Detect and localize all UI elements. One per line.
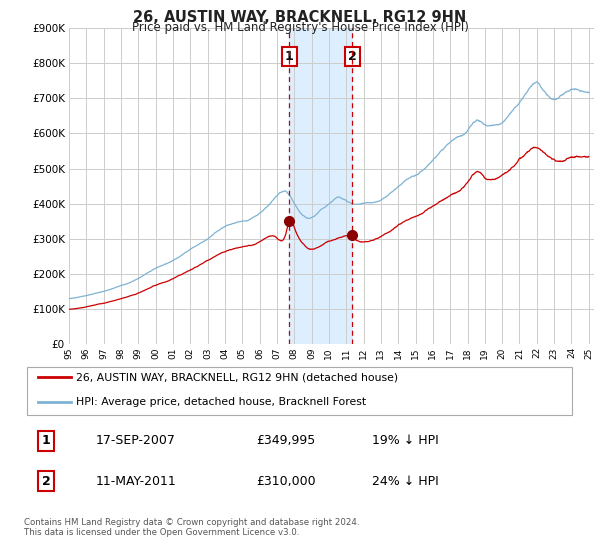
Text: 11-MAY-2011: 11-MAY-2011 xyxy=(96,475,176,488)
Text: 19% ↓ HPI: 19% ↓ HPI xyxy=(372,434,439,447)
Text: 1: 1 xyxy=(42,434,50,447)
Text: 26, AUSTIN WAY, BRACKNELL, RG12 9HN (detached house): 26, AUSTIN WAY, BRACKNELL, RG12 9HN (det… xyxy=(76,372,398,382)
Text: 2: 2 xyxy=(348,50,357,63)
Text: £349,995: £349,995 xyxy=(256,434,315,447)
Text: HPI: Average price, detached house, Bracknell Forest: HPI: Average price, detached house, Brac… xyxy=(76,397,367,407)
Text: 24% ↓ HPI: 24% ↓ HPI xyxy=(372,475,439,488)
Text: £310,000: £310,000 xyxy=(256,475,316,488)
Text: Contains HM Land Registry data © Crown copyright and database right 2024.
This d: Contains HM Land Registry data © Crown c… xyxy=(24,518,359,538)
Text: 2: 2 xyxy=(42,475,50,488)
Text: 26, AUSTIN WAY, BRACKNELL, RG12 9HN: 26, AUSTIN WAY, BRACKNELL, RG12 9HN xyxy=(133,10,467,25)
Text: 17-SEP-2007: 17-SEP-2007 xyxy=(96,434,176,447)
Bar xyxy=(289,28,352,344)
Text: Price paid vs. HM Land Registry's House Price Index (HPI): Price paid vs. HM Land Registry's House … xyxy=(131,21,469,34)
FancyBboxPatch shape xyxy=(27,367,572,414)
Text: 1: 1 xyxy=(285,50,294,63)
